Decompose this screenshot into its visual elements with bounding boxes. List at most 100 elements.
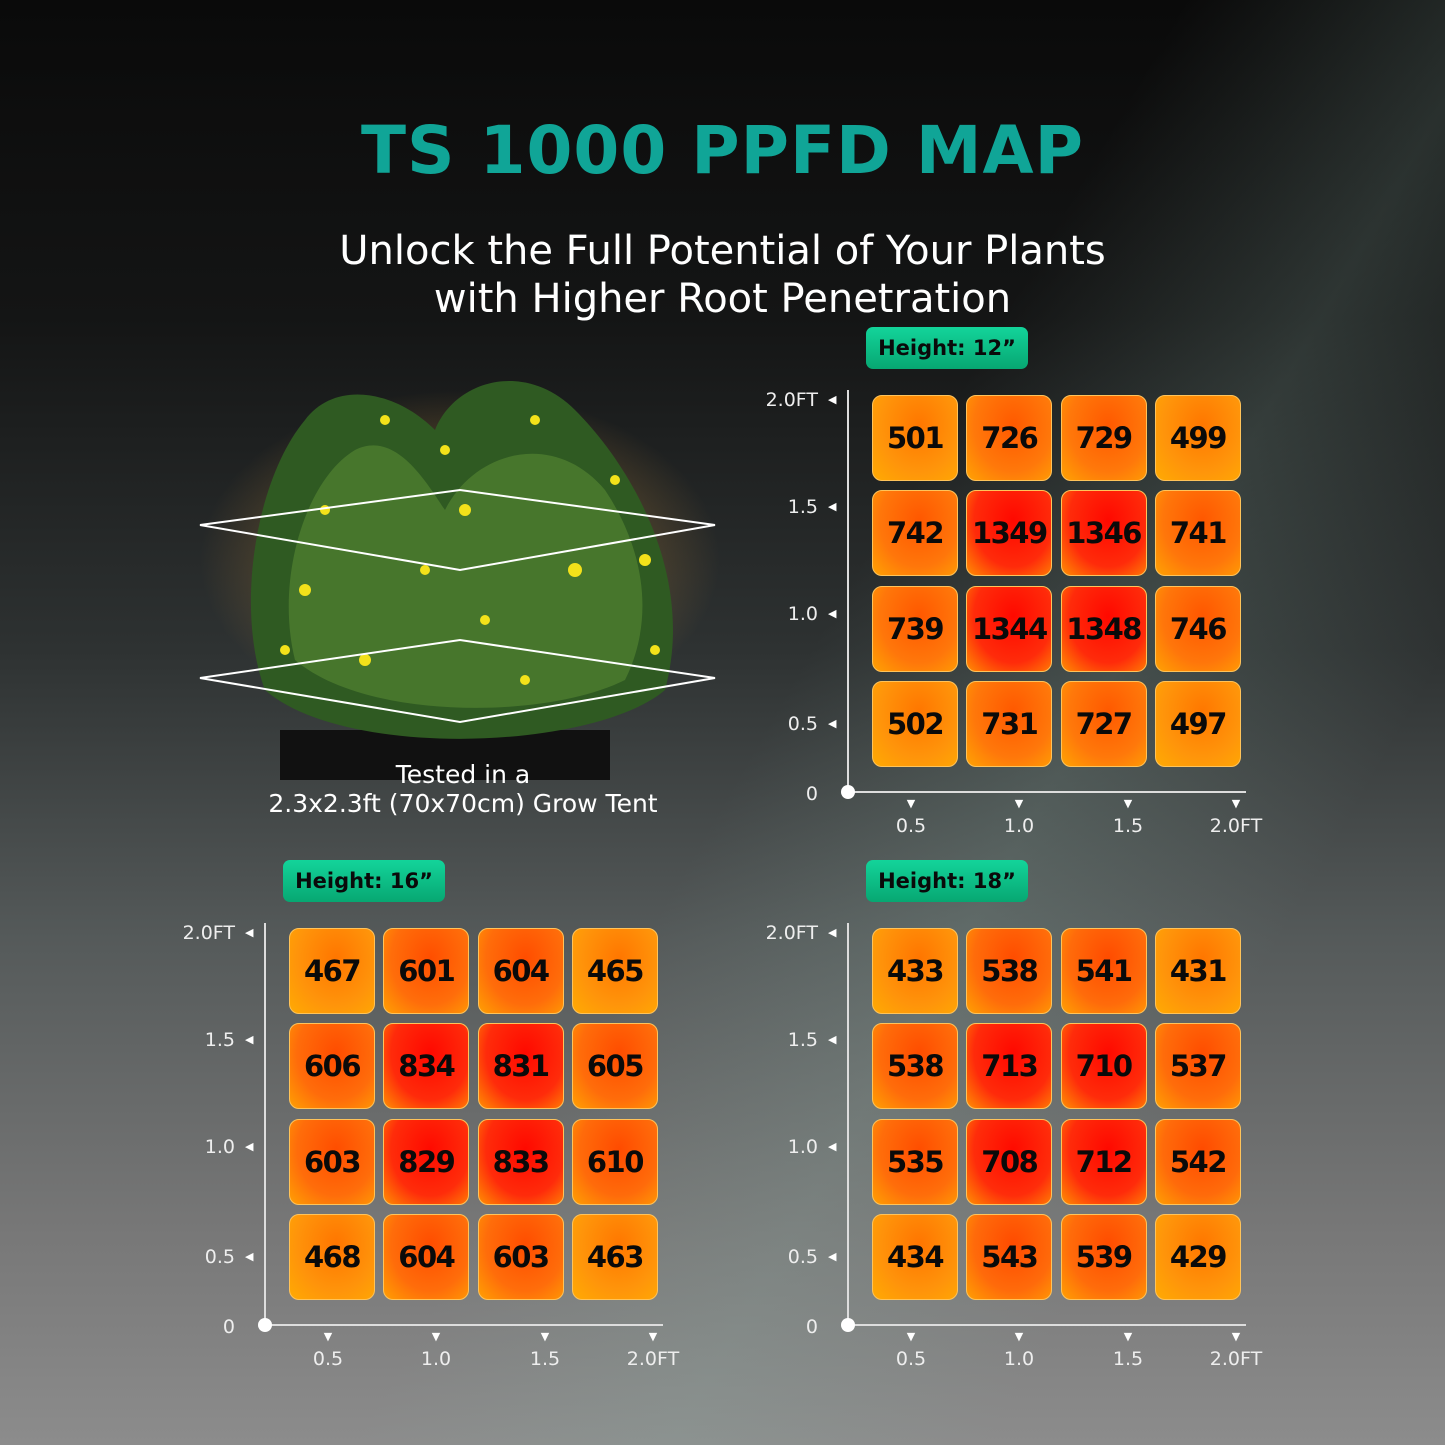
page-title: TS 1000 PPFD MAP [361,112,1084,189]
ppfd-map-16in: Height: 16” 2.0FT ◀ 1.5 ◀ 1.0 ◀ 0.5 ◀ 0 ▼ 0.5 ▼ 1.0 ▼ 1… [177,860,697,1380]
y-tick-label: 0 [805,783,818,805]
tick-arrow-down-icon: ▼ [1014,1330,1024,1343]
ppfd-cell: 741 [1154,490,1241,577]
y-tick-label: 2.0FT [182,922,235,944]
x-tick-label: 2.0FT [1209,815,1263,837]
ppfd-cell: 1344 [966,585,1053,672]
y-axis-line [847,923,849,1325]
tick-arrow-left-icon: ◀ [245,1250,254,1263]
tick-arrow-left-icon: ◀ [828,393,837,406]
subtitle-line-2: with Higher Root Penetration [433,276,1012,322]
tick-arrow-down-icon: ▼ [431,1330,441,1343]
y-tick-label: 2.0FT [765,389,818,411]
caption-line-1: Tested in a [395,760,531,789]
tick-arrow-down-icon: ▼ [1123,797,1133,810]
tick-arrow-down-icon: ▼ [1014,797,1024,810]
x-tick-label: 1.0 [420,1348,452,1370]
ppfd-cell: 829 [383,1118,470,1205]
tick-arrow-left-icon: ◀ [828,1033,837,1046]
x-tick-label: 0.5 [895,1348,927,1370]
ppfd-cell: 542 [1154,1118,1241,1205]
tick-arrow-left-icon: ◀ [828,500,837,513]
ppfd-cell: 1349 [966,490,1053,577]
ppfd-cell: 434 [872,1213,958,1300]
x-tick-label: 1.5 [1112,1348,1144,1370]
ppfd-cell: 499 [1154,395,1241,481]
tick-arrow-down-icon: ▼ [1231,797,1241,810]
x-tick-label: 2.0FT [1209,1348,1263,1370]
y-tick-label: 0.5 [204,1246,235,1268]
ppfd-cell: 468 [289,1213,375,1300]
ppfd-cell: 833 [477,1118,564,1205]
origin-dot [841,1318,855,1332]
tick-arrow-left-icon: ◀ [828,607,837,620]
ppfd-cell: 601 [383,928,470,1014]
ppfd-cell: 604 [383,1213,470,1300]
plant-image [199,381,720,780]
ppfd-cell: 497 [1154,680,1241,767]
ppfd-cell: 742 [872,490,958,577]
x-tick-label: 0.5 [895,815,927,837]
x-axis-line [848,791,1246,793]
ppfd-cell: 610 [571,1118,658,1205]
ppfd-cell: 429 [1154,1213,1241,1300]
tick-arrow-down-icon: ▼ [906,1330,916,1343]
x-tick-label: 0.5 [312,1348,344,1370]
ppfd-cell: 535 [872,1118,958,1205]
tick-arrow-left-icon: ◀ [245,1140,254,1153]
x-tick-label: 2.0FT [626,1348,680,1370]
y-tick-label: 1.5 [787,1029,818,1051]
x-tick-label: 1.0 [1003,1348,1035,1370]
x-axis-line [265,1324,663,1326]
y-tick-label: 1.0 [787,603,818,625]
ppfd-cell: 1346 [1060,490,1147,577]
ppfd-cell: 502 [872,680,958,767]
ppfd-cell: 604 [477,928,564,1014]
ppfd-cell: 831 [477,1023,564,1110]
origin-dot [258,1318,272,1332]
height-badge: Height: 16” [283,860,445,902]
ppfd-cell: 603 [477,1213,564,1300]
height-badge: Height: 12” [866,327,1028,369]
ppfd-cell: 727 [1060,680,1147,767]
tick-arrow-left-icon: ◀ [828,717,837,730]
tick-arrow-left-icon: ◀ [828,1250,837,1263]
tick-arrow-down-icon: ▼ [648,1330,658,1343]
ppfd-cell: 433 [872,928,958,1014]
tick-arrow-left-icon: ◀ [245,926,254,939]
ppfd-cell: 708 [966,1118,1053,1205]
ppfd-cell: 713 [966,1023,1053,1110]
ppfd-cell: 1348 [1060,585,1147,672]
tick-arrow-left-icon: ◀ [828,1140,837,1153]
tick-arrow-down-icon: ▼ [323,1330,333,1343]
y-tick-label: 0 [222,1316,235,1338]
y-tick-label: 0.5 [787,713,818,735]
ppfd-cell: 606 [289,1023,375,1110]
tick-arrow-left-icon: ◀ [245,1033,254,1046]
ppfd-cell: 538 [872,1023,958,1110]
x-axis-line [848,1324,1246,1326]
x-tick-label: 1.5 [1112,815,1144,837]
tick-arrow-down-icon: ▼ [1123,1330,1133,1343]
y-tick-label: 1.0 [204,1136,235,1158]
y-tick-label: 2.0FT [765,922,818,944]
tick-arrow-down-icon: ▼ [540,1330,550,1343]
ppfd-cell: 541 [1060,928,1147,1014]
tick-arrow-down-icon: ▼ [906,797,916,810]
ppfd-cell: 538 [966,928,1053,1014]
ppfd-map-12in: Height: 12” 2.0FT ◀ 1.5 ◀ 1.0 ◀ 0.5 ◀ 0 ▼ 0.5 ▼ 1.0 ▼ 1… [760,327,1280,847]
ppfd-cell: 605 [571,1023,658,1110]
ppfd-cell: 712 [1060,1118,1147,1205]
subtitle-line-1: Unlock the Full Potential of Your Plants [339,228,1106,274]
tick-arrow-left-icon: ◀ [828,926,837,939]
y-axis-line [264,923,266,1325]
ppfd-cell: 467 [289,928,375,1014]
ppfd-cell: 501 [872,395,958,481]
ppfd-cell: 710 [1060,1023,1147,1110]
ppfd-cell: 463 [571,1213,658,1300]
origin-dot [841,785,855,799]
ppfd-cell: 729 [1060,395,1147,481]
ppfd-cell: 731 [966,680,1053,767]
y-axis-line [847,390,849,792]
ppfd-cell: 539 [1060,1213,1147,1300]
